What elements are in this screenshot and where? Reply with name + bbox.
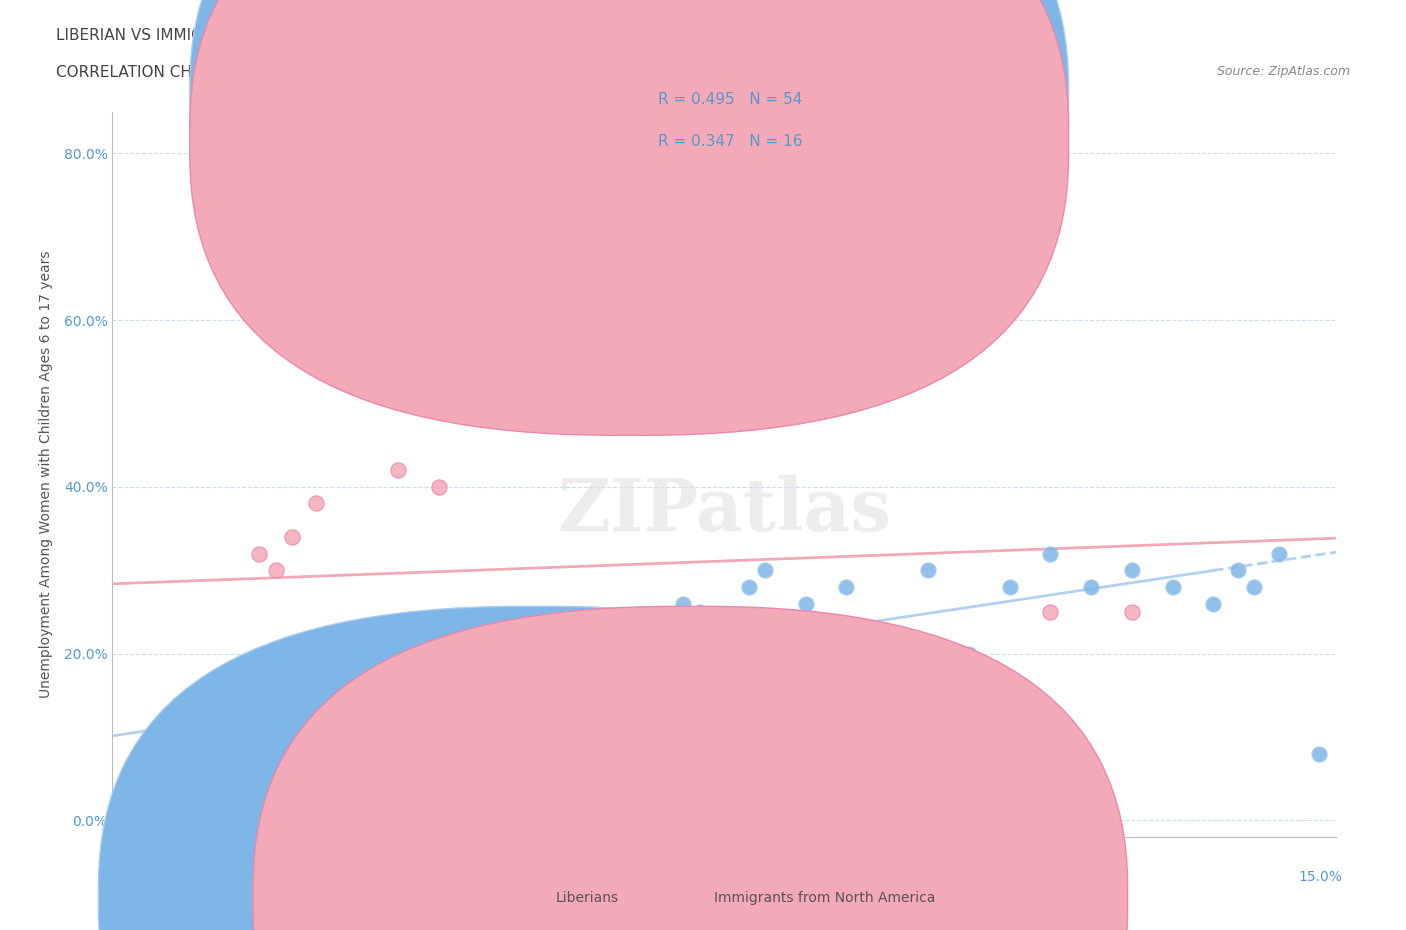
Point xyxy=(1121,563,1143,578)
Point xyxy=(354,663,377,678)
Point xyxy=(247,737,270,752)
Point xyxy=(166,712,188,727)
Point xyxy=(387,646,409,661)
Point xyxy=(1243,579,1265,594)
Point xyxy=(142,771,165,786)
Point xyxy=(346,346,368,361)
Point xyxy=(224,763,246,777)
Point xyxy=(526,613,548,628)
Point xyxy=(427,630,450,644)
Text: Liberians: Liberians xyxy=(555,891,619,906)
Point xyxy=(281,529,304,544)
Point xyxy=(256,712,278,727)
Point xyxy=(207,697,229,711)
Point xyxy=(1267,546,1289,561)
Point xyxy=(1121,604,1143,619)
Point xyxy=(468,638,491,653)
Text: ZIPatlas: ZIPatlas xyxy=(557,475,891,546)
Point xyxy=(215,746,238,761)
Point xyxy=(550,221,572,236)
Point xyxy=(917,563,939,578)
Y-axis label: Unemployment Among Women with Children Ages 6 to 17 years: Unemployment Among Women with Children A… xyxy=(38,250,52,698)
Point xyxy=(240,729,263,744)
Point xyxy=(224,663,246,678)
Point xyxy=(142,729,165,744)
Point xyxy=(631,613,654,628)
Point xyxy=(305,496,328,511)
Point xyxy=(174,712,197,727)
Point xyxy=(411,671,433,686)
Text: CORRELATION CHART: CORRELATION CHART xyxy=(56,65,221,80)
Point xyxy=(550,646,572,661)
Point xyxy=(200,721,222,736)
Point xyxy=(273,746,295,761)
Point xyxy=(183,737,205,752)
Point xyxy=(917,688,939,703)
Point xyxy=(322,712,344,727)
Point xyxy=(288,680,311,695)
Point xyxy=(1308,746,1330,761)
Text: 15.0%: 15.0% xyxy=(1299,870,1343,884)
Point xyxy=(754,563,776,578)
Point xyxy=(1080,579,1102,594)
Point xyxy=(200,697,222,711)
Point xyxy=(150,746,173,761)
Point xyxy=(689,604,711,619)
Text: Source: ZipAtlas.com: Source: ZipAtlas.com xyxy=(1216,65,1350,78)
Point xyxy=(247,546,270,561)
Point xyxy=(305,729,328,744)
Point xyxy=(1226,563,1249,578)
Point xyxy=(427,479,450,494)
Text: R = 0.347   N = 16: R = 0.347 N = 16 xyxy=(658,134,803,149)
Point xyxy=(191,754,214,769)
Point xyxy=(1161,579,1184,594)
Point xyxy=(183,688,205,703)
Point xyxy=(363,697,385,711)
Point xyxy=(337,688,360,703)
Point xyxy=(232,705,254,720)
Point xyxy=(1202,596,1225,611)
Text: Immigrants from North America: Immigrants from North America xyxy=(714,891,935,906)
Point xyxy=(998,579,1021,594)
Text: R = 0.495   N = 54: R = 0.495 N = 54 xyxy=(658,92,803,107)
Point xyxy=(835,579,858,594)
Point xyxy=(672,596,695,611)
Point xyxy=(166,763,188,777)
Point xyxy=(451,655,474,670)
Point xyxy=(1039,546,1062,561)
Point xyxy=(1039,604,1062,619)
Point xyxy=(387,463,409,478)
Point xyxy=(574,663,596,678)
Point xyxy=(599,630,621,644)
Point xyxy=(264,721,287,736)
Point xyxy=(876,630,898,644)
Text: 0.0%: 0.0% xyxy=(112,870,148,884)
Point xyxy=(957,646,980,661)
Point xyxy=(737,579,759,594)
Point xyxy=(264,563,287,578)
Point xyxy=(794,596,817,611)
Point xyxy=(281,697,304,711)
Point xyxy=(509,630,531,644)
Text: LIBERIAN VS IMMIGRANTS FROM NORTH AMERICA UNEMPLOYMENT AMONG WOMEN WITH CHILDREN: LIBERIAN VS IMMIGRANTS FROM NORTH AMERIC… xyxy=(56,28,991,43)
Point xyxy=(159,729,181,744)
